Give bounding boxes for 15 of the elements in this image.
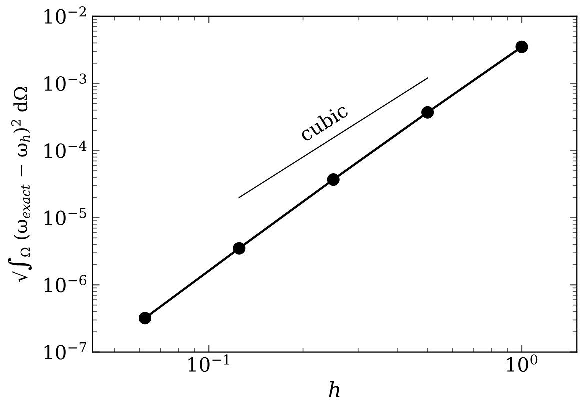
- x-tick-label: 10$^{0}$: [507, 354, 538, 372]
- text: √∫$_{Ω}$ (ω$_{exact}$ − ω$_{h}$)$^{2}$ dΩ: [8, 87, 32, 282]
- point: [422, 106, 434, 119]
- x-axis-title: h: [329, 381, 340, 398]
- y-tick-label: 10$^{−3}$: [44, 74, 86, 92]
- y-tick-label: 10$^{−7}$: [44, 342, 86, 360]
- point: [233, 242, 246, 255]
- y-tick-label: 10$^{−2}$: [44, 6, 86, 24]
- point: [516, 40, 528, 54]
- point: [138, 312, 152, 325]
- point: [327, 174, 340, 186]
- y-tick-label: 10$^{−4}$: [44, 140, 87, 158]
- y-tick-label: 10$^{−6}$: [44, 275, 87, 293]
- y-tick-label: 10$^{−5}$: [44, 208, 86, 226]
- x-tick-label: 10$^{−1}$: [188, 354, 230, 372]
